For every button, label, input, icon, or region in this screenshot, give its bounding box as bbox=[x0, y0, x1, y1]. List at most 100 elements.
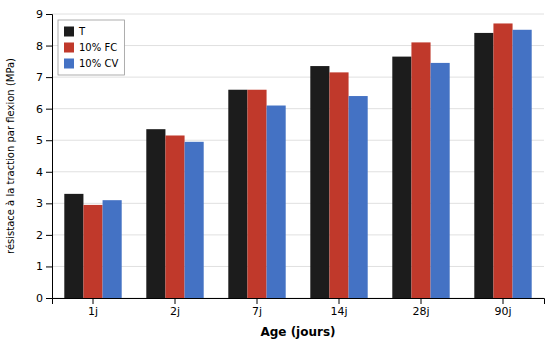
grid-line bbox=[52, 203, 544, 204]
bar-series bbox=[83, 23, 512, 298]
y-tick-label: 0 bbox=[36, 292, 43, 305]
legend-swatch bbox=[64, 43, 74, 53]
bar bbox=[228, 90, 247, 298]
y-tick: 8 bbox=[36, 40, 52, 53]
y-tick-mark bbox=[46, 203, 52, 204]
y-tick-mark bbox=[46, 14, 52, 15]
bar bbox=[103, 200, 122, 298]
bar bbox=[310, 66, 329, 298]
y-tick-mark bbox=[46, 140, 52, 141]
x-tick-mark bbox=[421, 298, 422, 304]
x-tick: 2j bbox=[170, 298, 180, 318]
bar bbox=[267, 106, 286, 298]
plot: 1j 2j 7j 14j 28j 90j 0 1 2 3 4 5 6 7 8 9 T 10% FC 10% CV bbox=[36, 8, 545, 318]
y-tick-mark bbox=[46, 77, 52, 78]
bar bbox=[247, 90, 266, 298]
bar bbox=[513, 30, 532, 298]
legend-item: 10% FC bbox=[64, 42, 117, 53]
y-tick: 2 bbox=[36, 229, 52, 242]
x-tick-mark bbox=[257, 298, 258, 304]
grid-line bbox=[52, 266, 544, 267]
x-tick: 90j bbox=[494, 298, 511, 318]
y-tick: 6 bbox=[36, 103, 52, 116]
y-tick-mark bbox=[46, 235, 52, 236]
x-tick-label: 1j bbox=[88, 305, 98, 318]
legend-item: 10% CV bbox=[64, 58, 118, 69]
legend-label: 10% FC bbox=[79, 42, 117, 53]
x-tick: 7j bbox=[252, 298, 262, 318]
grid-line bbox=[52, 234, 544, 235]
bar bbox=[146, 129, 165, 298]
bars bbox=[64, 23, 531, 298]
bar bbox=[431, 63, 450, 298]
y-tick-label: 5 bbox=[36, 134, 43, 147]
bar bbox=[64, 194, 83, 298]
x-tick-label: 7j bbox=[252, 305, 262, 318]
bar bbox=[185, 142, 204, 298]
y-tick-label: 8 bbox=[36, 40, 43, 53]
y-tick-label: 4 bbox=[36, 166, 43, 179]
grid-line bbox=[52, 14, 544, 15]
y-tick-mark bbox=[46, 46, 52, 47]
x-tick-mark bbox=[175, 298, 176, 304]
bar bbox=[165, 135, 184, 298]
x-tick-mark bbox=[93, 298, 94, 304]
y-tick: 7 bbox=[36, 71, 52, 84]
grid-line bbox=[52, 108, 544, 109]
legend-items: T 10% FC 10% CV bbox=[64, 26, 118, 69]
y-tick: 5 bbox=[36, 134, 52, 147]
grid-line bbox=[52, 171, 544, 172]
grid-line bbox=[52, 77, 544, 78]
y-tick-label: 6 bbox=[36, 103, 43, 116]
x-tick-mark bbox=[339, 298, 340, 304]
x-tick-label: 14j bbox=[330, 305, 347, 318]
chart: 1j 2j 7j 14j 28j 90j 0 1 2 3 4 5 6 7 8 9 T 10% FC 10% CV Ag… bbox=[0, 0, 558, 344]
y-axis-line bbox=[46, 15, 53, 299]
x-tick: 1j bbox=[88, 298, 98, 318]
y-tick-mark bbox=[46, 172, 52, 173]
x-tick-label: 28j bbox=[412, 305, 429, 318]
x-axis-title: Age (jours) bbox=[260, 325, 335, 339]
legend-item: T bbox=[64, 26, 86, 37]
legend-swatch bbox=[64, 59, 74, 69]
grid-line bbox=[52, 140, 544, 141]
y-axis: 0 1 2 3 4 5 6 7 8 9 bbox=[36, 8, 53, 305]
y-tick: 4 bbox=[36, 166, 52, 179]
y-tick-mark bbox=[46, 298, 52, 299]
grid bbox=[52, 14, 544, 298]
x-axis-line bbox=[53, 299, 545, 305]
y-tick-mark bbox=[46, 109, 52, 110]
bar-series bbox=[64, 33, 493, 298]
legend: T 10% FC 10% CV bbox=[58, 20, 124, 75]
y-tick-label: 7 bbox=[36, 71, 43, 84]
bar bbox=[474, 33, 493, 298]
bar bbox=[411, 42, 430, 298]
legend-box bbox=[58, 20, 124, 75]
y-tick: 3 bbox=[36, 197, 52, 210]
x-tick: 14j bbox=[330, 298, 347, 318]
bar bbox=[329, 72, 348, 298]
x-axis: 1j 2j 7j 14j 28j 90j bbox=[53, 298, 545, 318]
y-tick: 1 bbox=[36, 260, 52, 273]
grid-line bbox=[52, 45, 544, 46]
y-tick-label: 9 bbox=[36, 8, 43, 21]
bar bbox=[349, 96, 368, 298]
y-tick: 9 bbox=[36, 8, 52, 21]
y-tick-mark bbox=[46, 266, 52, 267]
bar-series bbox=[103, 30, 532, 298]
legend-label: 10% CV bbox=[79, 58, 118, 69]
bar bbox=[493, 23, 512, 298]
x-tick-label: 2j bbox=[170, 305, 180, 318]
legend-label: T bbox=[78, 26, 86, 37]
bar bbox=[392, 57, 411, 298]
bar bbox=[83, 205, 102, 298]
x-tick-mark bbox=[503, 298, 504, 304]
legend-swatch bbox=[64, 27, 74, 37]
x-tick: 28j bbox=[412, 298, 429, 318]
y-tick-label: 1 bbox=[36, 260, 43, 273]
y-tick: 0 bbox=[36, 292, 52, 305]
y-tick-label: 3 bbox=[36, 197, 43, 210]
y-axis-title: résistace à la traction par flexion (MPa… bbox=[5, 58, 16, 254]
x-tick-label: 90j bbox=[494, 305, 511, 318]
y-tick-label: 2 bbox=[36, 229, 43, 242]
